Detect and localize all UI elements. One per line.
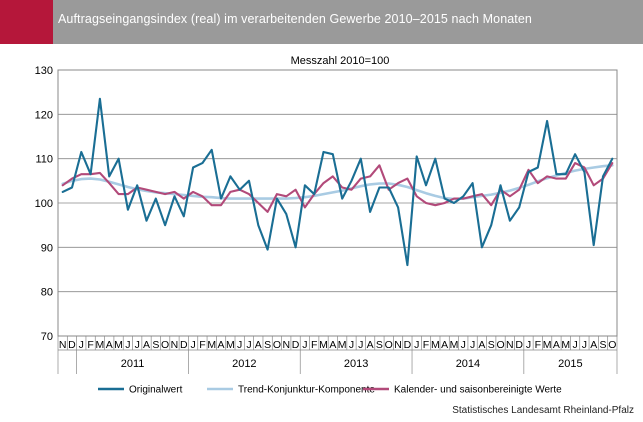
month-label: S bbox=[264, 339, 271, 351]
page-title: Auftragseingangsindex (real) im verarbei… bbox=[58, 12, 532, 26]
month-label: M bbox=[114, 339, 123, 351]
month-label: N bbox=[506, 339, 514, 351]
month-label: A bbox=[478, 339, 485, 351]
month-label: S bbox=[376, 339, 383, 351]
month-label: A bbox=[218, 339, 225, 351]
series-group bbox=[61, 97, 614, 267]
month-label: S bbox=[600, 339, 607, 351]
year-label: 2013 bbox=[344, 358, 368, 370]
month-label: N bbox=[394, 339, 402, 351]
y-tick-label: 90 bbox=[41, 242, 53, 254]
month-label: M bbox=[543, 339, 552, 351]
month-label: J bbox=[302, 339, 307, 351]
month-label: J bbox=[237, 339, 242, 351]
month-label: F bbox=[199, 339, 205, 351]
y-tick-label: 100 bbox=[35, 198, 53, 210]
month-label: M bbox=[450, 339, 459, 351]
month-label: M bbox=[319, 339, 328, 351]
y-tick-label: 130 bbox=[35, 65, 53, 77]
month-label: A bbox=[553, 339, 560, 351]
month-label: A bbox=[590, 339, 597, 351]
y-tick-label: 80 bbox=[41, 287, 53, 299]
legend: Originalwert Trend-Konjunktur-Komponente K… bbox=[98, 385, 562, 396]
header-accent bbox=[0, 0, 53, 44]
year-label: 2011 bbox=[121, 358, 145, 370]
month-label: D bbox=[404, 339, 412, 351]
month-label: J bbox=[582, 339, 587, 351]
month-label: N bbox=[59, 339, 67, 351]
month-label: J bbox=[470, 339, 475, 351]
y-tick-label: 110 bbox=[35, 154, 53, 166]
legend-label-trend: Trend-Konjunktur-Komponente bbox=[238, 385, 375, 396]
month-label: J bbox=[414, 339, 419, 351]
month-label: M bbox=[226, 339, 235, 351]
month-label: J bbox=[125, 339, 130, 351]
legend-label-original: Originalwert bbox=[129, 385, 183, 396]
month-label: J bbox=[572, 339, 577, 351]
month-label: F bbox=[311, 339, 317, 351]
y-tick-label: 70 bbox=[41, 331, 53, 343]
month-label: O bbox=[273, 339, 281, 351]
month-label: O bbox=[385, 339, 393, 351]
month-label: M bbox=[207, 339, 216, 351]
series-line-original bbox=[61, 97, 614, 267]
month-label: N bbox=[171, 339, 179, 351]
month-label: M bbox=[96, 339, 105, 351]
year-label: 2014 bbox=[456, 358, 480, 370]
chart-title: Messzahl 2010=100 bbox=[291, 55, 390, 67]
month-label: O bbox=[496, 339, 504, 351]
month-label: F bbox=[423, 339, 429, 351]
month-label: J bbox=[526, 339, 531, 351]
source-note: Statistisches Landesamt Rheinland-Pfalz bbox=[452, 405, 634, 416]
month-label: A bbox=[106, 339, 113, 351]
month-label: S bbox=[488, 339, 495, 351]
month-label: A bbox=[441, 339, 448, 351]
gridlines bbox=[58, 113, 617, 293]
month-label: J bbox=[246, 339, 251, 351]
month-label: S bbox=[152, 339, 159, 351]
month-label: D bbox=[515, 339, 523, 351]
month-label: F bbox=[87, 339, 93, 351]
month-label: O bbox=[161, 339, 169, 351]
month-label: A bbox=[143, 339, 150, 351]
month-label: J bbox=[190, 339, 195, 351]
year-label: 2012 bbox=[232, 358, 256, 370]
month-label: D bbox=[292, 339, 300, 351]
header-bar: Auftragseingangsindex (real) im verarbei… bbox=[0, 0, 643, 44]
legend-label-adjusted: Kalender- und saisonbereinigte Werte bbox=[394, 385, 562, 396]
month-label: M bbox=[561, 339, 570, 351]
month-label: J bbox=[349, 339, 354, 351]
month-label: J bbox=[461, 339, 466, 351]
series-line-adjusted bbox=[61, 162, 614, 213]
y-tick-label: 120 bbox=[35, 109, 53, 121]
month-label: A bbox=[329, 339, 336, 351]
month-label: J bbox=[79, 339, 84, 351]
month-label: F bbox=[535, 339, 541, 351]
month-label: J bbox=[135, 339, 140, 351]
month-label: A bbox=[367, 339, 374, 351]
month-label: D bbox=[68, 339, 76, 351]
month-label: O bbox=[608, 339, 616, 351]
month-label: M bbox=[338, 339, 347, 351]
year-label: 2015 bbox=[558, 358, 582, 370]
y-axis: 70 80 90 100 110 120 130 bbox=[35, 65, 53, 343]
month-label: M bbox=[431, 339, 440, 351]
month-label: J bbox=[358, 339, 363, 351]
month-label: D bbox=[180, 339, 188, 351]
month-label: A bbox=[255, 339, 262, 351]
month-label: N bbox=[282, 339, 290, 351]
